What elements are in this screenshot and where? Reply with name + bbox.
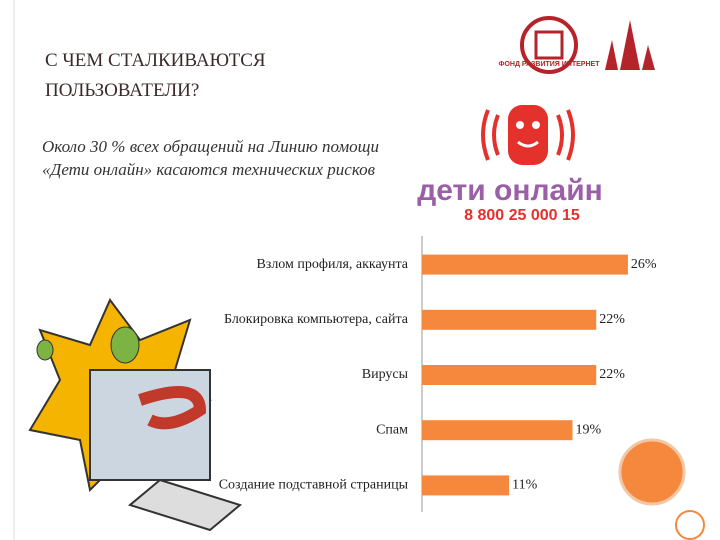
phone-smile (517, 140, 539, 148)
fund-logo (520, 16, 578, 74)
value-label: 19% (575, 422, 601, 437)
bar (422, 420, 573, 441)
fund-logo-square (534, 30, 564, 60)
bar (422, 475, 510, 496)
university-logo (605, 20, 655, 70)
decor-circle (675, 510, 705, 540)
phone-icon (508, 105, 548, 165)
value-label: 11% (512, 478, 537, 493)
category-label: Блокировка компьютера, сайта (224, 312, 409, 327)
brand-phone: 8 800 25 000 15 (464, 207, 580, 224)
slide-title: С ЧЕМ СТАЛКИВАЮТСЯ ПОЛЬЗОВАТЕЛИ? (45, 50, 266, 101)
brand-logo: дети онлайн (417, 174, 603, 207)
value-label: 22% (599, 367, 625, 382)
bar (422, 254, 628, 275)
category-label: Спам (376, 422, 408, 437)
cartoon-bug (36, 339, 54, 361)
slide-subtitle: Около 30 % всех обращений на Линию помощ… (42, 137, 379, 179)
value-label: 26% (631, 257, 657, 272)
category-label: Вирусы (362, 367, 409, 382)
decor-circle (618, 438, 686, 506)
category-label: Создание подставной страницы (219, 478, 409, 493)
bar (422, 365, 597, 385)
bar (422, 309, 597, 330)
cartoon-keyboard (127, 478, 243, 532)
signal-waves (481, 109, 575, 161)
cartoon-bug (110, 326, 140, 364)
cartoon-worm (138, 386, 207, 430)
phone-eye (532, 121, 540, 129)
value-label: 22% (599, 312, 625, 327)
fund-logo-text: ФОНД РАЗВИТИЯ ИНТЕРНЕТ (499, 61, 601, 68)
phone-eye (516, 121, 524, 129)
category-label: Взлом профиля, аккаунта (256, 257, 408, 272)
